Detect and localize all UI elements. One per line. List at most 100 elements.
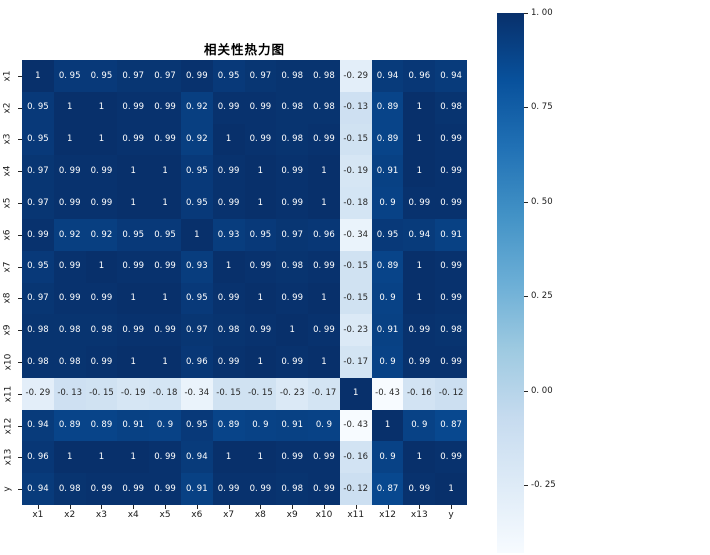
x-tick-mark — [228, 505, 230, 509]
x-tick-label: x5 — [159, 510, 171, 520]
heatmap-cell: -0. 34 — [339, 218, 372, 251]
heatmap-cell: 1 — [403, 155, 436, 188]
colorbar-tick-label: 0. 25 — [531, 291, 553, 302]
heatmap-cell: 0. 99 — [212, 346, 245, 378]
y-tick-mark — [18, 107, 22, 109]
heatmap-cell: 0. 94 — [403, 218, 436, 251]
heatmap-cell: 0. 99 — [308, 314, 340, 347]
heatmap-cell: 0. 99 — [244, 91, 277, 124]
heatmap-cell: 0. 92 — [85, 218, 118, 251]
colorbar-tick-mark — [524, 201, 528, 203]
heatmap-cell: 1 — [149, 282, 181, 315]
heatmap-cell: -0. 16 — [403, 377, 436, 410]
heatmap-cell: 0. 99 — [85, 346, 118, 378]
heatmap-cell: 0. 98 — [22, 314, 54, 347]
heatmap-cell: 0. 99 — [149, 473, 181, 505]
heatmap-cell: 0. 95 — [180, 282, 213, 315]
y-tick-mark — [18, 361, 22, 363]
x-tick-mark — [292, 505, 294, 509]
heatmap-cell: -0. 29 — [339, 60, 372, 92]
heatmap-cell: 0. 9 — [308, 409, 340, 442]
heatmap-cell: 1 — [85, 91, 118, 124]
y-tick-label: x4 — [3, 165, 13, 177]
heatmap-cell: 0. 99 — [180, 60, 213, 92]
heatmap-cell: 0. 96 — [180, 346, 213, 378]
heatmap-cell: -0. 19 — [117, 377, 150, 410]
heatmap-cell: 0. 98 — [22, 346, 54, 378]
colorbar-tick-label: 1. 00 — [531, 8, 553, 18]
x-tick-mark — [451, 505, 453, 509]
y-tick-mark — [18, 266, 22, 268]
heatmap-cell: 0. 9 — [149, 409, 181, 442]
x-tick-mark — [101, 505, 103, 509]
heatmap-cell: 1 — [212, 441, 245, 474]
heatmap-cell: 0. 99 — [276, 155, 309, 188]
heatmap-cell: -0. 23 — [339, 314, 372, 347]
y-tick-label: x3 — [3, 133, 13, 145]
heatmap-cell: 0. 98 — [53, 314, 86, 347]
heatmap-cell: 1 — [308, 346, 340, 378]
heatmap-cell: -0. 17 — [308, 377, 340, 410]
heatmap-cell: -0. 15 — [339, 123, 372, 156]
x-tick-label: x2 — [64, 510, 76, 520]
heatmap-cell: 0. 99 — [149, 441, 181, 474]
heatmap-cell: 0. 99 — [435, 441, 467, 474]
x-tick-label: x1 — [32, 510, 44, 520]
heatmap-cell: 0. 95 — [149, 218, 181, 251]
heatmap-cell: 0. 99 — [212, 473, 245, 505]
heatmap-cell: 0. 97 — [180, 314, 213, 347]
heatmap-cell: 0. 97 — [22, 155, 54, 188]
heatmap-cell: 0. 99 — [149, 314, 181, 347]
x-tick-mark — [196, 505, 198, 509]
y-tick-mark — [18, 139, 22, 141]
colorbar-tick-label: 0. 75 — [531, 102, 553, 113]
heatmap-cell: 0. 99 — [276, 282, 309, 315]
heatmap-cell: 1 — [117, 441, 150, 474]
heatmap-grid: 1 0. 95 0. 95 0. 97 0. 97 0. 99 0. 95 0. 97 0. 9… — [22, 60, 467, 505]
heatmap-cell: 0. 99 — [85, 155, 118, 188]
x-tick-label: x12 — [379, 510, 396, 520]
heatmap-cell: 1 — [149, 346, 181, 378]
heatmap-cell: 1 — [149, 187, 181, 219]
heatmap-cell: 0. 98 — [435, 91, 467, 124]
heatmap-cell: 0. 98 — [308, 60, 340, 92]
heatmap-cell: 0. 99 — [308, 441, 340, 474]
heatmap-cell: 0. 99 — [53, 250, 86, 283]
heatmap-cell: 0. 96 — [403, 60, 436, 92]
y-tick-label: x10 — [3, 353, 13, 371]
heatmap-cell: 1 — [244, 346, 277, 378]
x-tick-label: y — [448, 510, 454, 520]
heatmap-cell: 0. 93 — [212, 218, 245, 251]
heatmap-cell: -0. 29 — [22, 377, 54, 410]
heatmap-cell: 0. 99 — [435, 187, 467, 219]
y-tick-label: x7 — [3, 261, 13, 273]
chart-title: 相关性热力图 — [203, 42, 285, 57]
heatmap-cell: 0. 99 — [403, 187, 436, 219]
heatmap-cell: 0. 97 — [276, 218, 309, 251]
heatmap-cell: 0. 9 — [244, 409, 277, 442]
heatmap-cell: 0. 95 — [53, 60, 86, 92]
heatmap-cell: 0. 96 — [22, 441, 54, 474]
heatmap-cell: 0. 94 — [435, 60, 467, 92]
heatmap-cell: 0. 99 — [435, 250, 467, 283]
heatmap-cell: 1 — [244, 187, 277, 219]
heatmap-cell: -0. 18 — [149, 377, 181, 410]
heatmap-cell: -0. 34 — [180, 377, 213, 410]
heatmap-cell: 1 — [308, 282, 340, 315]
heatmap-cell: 0. 89 — [53, 409, 86, 442]
y-tick-label: x2 — [3, 102, 13, 114]
x-tick-mark — [165, 505, 167, 509]
heatmap-cell: 0. 98 — [276, 473, 309, 505]
heatmap-cell: 0. 89 — [212, 409, 245, 442]
colorbar-tick-mark — [524, 13, 528, 14]
heatmap-cell: -0. 13 — [53, 377, 86, 410]
heatmap-cell: -0. 12 — [435, 377, 467, 410]
y-tick-label: x9 — [3, 324, 13, 336]
y-tick-mark — [18, 298, 22, 300]
heatmap-cell: -0. 15 — [339, 282, 372, 315]
colorbar-tick-mark — [524, 107, 528, 109]
y-tick-label: x5 — [3, 197, 13, 209]
heatmap-cell: 0. 89 — [371, 91, 404, 124]
y-tick-mark — [18, 330, 22, 332]
